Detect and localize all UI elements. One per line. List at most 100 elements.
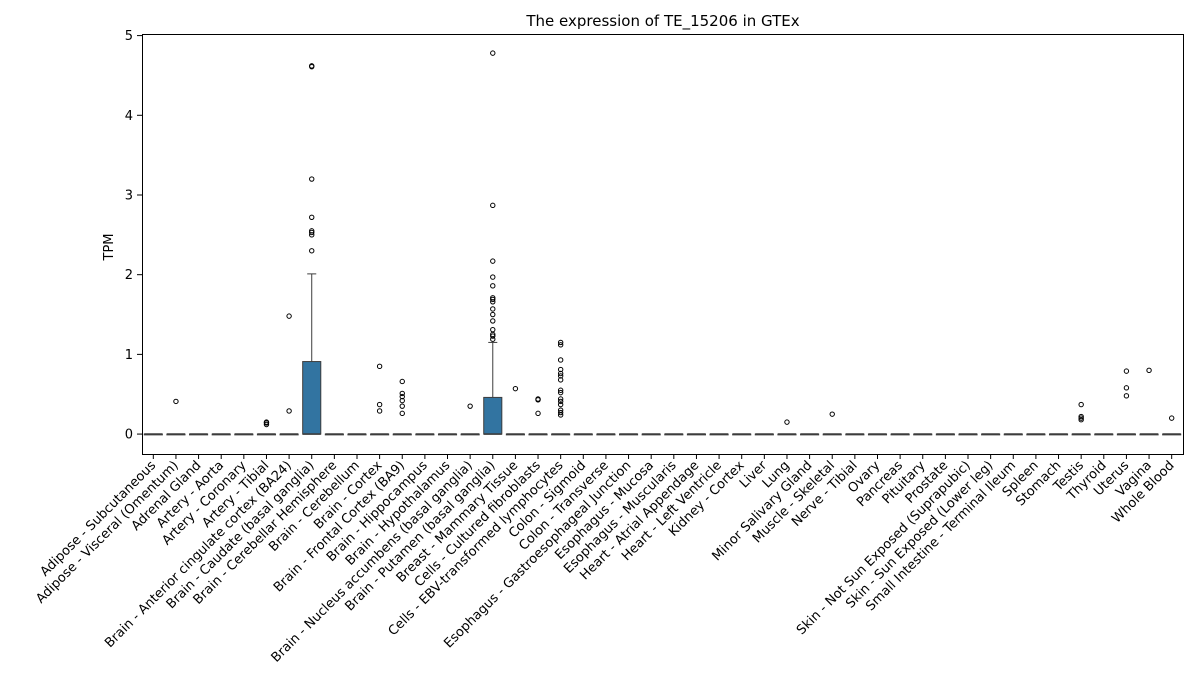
box-group [347, 433, 367, 436]
outlier-point [557, 387, 564, 393]
box-group [619, 433, 639, 436]
box-group [1094, 433, 1114, 436]
outlier-point [1078, 401, 1084, 408]
box [302, 361, 322, 435]
outlier-point [557, 357, 564, 363]
outlier-point [173, 398, 179, 405]
box-group [143, 433, 163, 436]
outlier-point [1146, 367, 1152, 374]
box-group [392, 378, 412, 436]
box-group [528, 396, 548, 436]
box-group [867, 433, 888, 436]
box-group [1048, 433, 1069, 436]
outlier-point [490, 295, 496, 301]
box-group [777, 419, 797, 436]
box-group [279, 313, 299, 436]
outlier-point [535, 396, 541, 402]
outlier-point [490, 283, 496, 289]
chart-title: The expression of TE_15206 in GTEx [525, 12, 799, 31]
outlier-point [557, 373, 564, 379]
box-group [460, 403, 480, 436]
outlier-point [1078, 417, 1084, 423]
y-tick-label: 5 [125, 29, 133, 44]
box-group [234, 433, 254, 436]
outlier-point [490, 306, 496, 312]
box-group [981, 433, 1001, 436]
outlier-point [557, 398, 564, 405]
outlier-point [399, 390, 405, 397]
box-group [483, 50, 503, 435]
box-group [890, 433, 910, 436]
outlier-point [490, 50, 496, 56]
box-group [845, 433, 865, 436]
outlier-point [490, 318, 496, 324]
y-tick-label: 1 [125, 348, 133, 363]
outlier-point [399, 378, 405, 385]
box-group [822, 411, 842, 436]
outlier-point [376, 401, 383, 408]
box-group [437, 433, 458, 436]
box-group [256, 419, 277, 436]
box-group [1139, 367, 1159, 436]
y-tick-label: 3 [125, 188, 133, 203]
outlier-point [1123, 368, 1130, 374]
outlier-point [535, 410, 541, 417]
outlier-point [309, 176, 315, 182]
outlier-point [829, 411, 835, 417]
box-group [324, 433, 344, 436]
box-group [1162, 415, 1182, 436]
outlier-point [399, 393, 405, 400]
box-group [1003, 433, 1023, 436]
box [483, 396, 503, 435]
box-group [800, 433, 820, 436]
outlier-point [490, 333, 496, 339]
box-group [505, 385, 525, 436]
box-group [1026, 433, 1046, 436]
outlier-point [557, 339, 564, 346]
outlier-point [784, 419, 790, 425]
outlier-point [490, 202, 496, 209]
outlier-point [309, 248, 315, 254]
outlier-point [1078, 413, 1084, 420]
outlier-point [1123, 385, 1130, 391]
outlier-point [557, 389, 564, 396]
outlier-point [263, 421, 270, 428]
box-group [754, 433, 774, 436]
y-tick-label: 4 [125, 109, 133, 124]
plot-frame [142, 34, 1184, 455]
box-group [211, 433, 231, 436]
box-group [732, 433, 752, 436]
outlier-point [557, 342, 564, 348]
box-group [1071, 401, 1091, 436]
outlier-point [557, 401, 564, 408]
outlier-point [309, 63, 315, 69]
y-tick-label: 0 [125, 428, 133, 443]
box-group [596, 433, 616, 436]
outlier-point [490, 326, 496, 333]
outlier-point [490, 258, 496, 264]
box-group [370, 363, 390, 436]
outlier-point [490, 274, 496, 280]
outlier-point [490, 311, 496, 318]
box-group [166, 398, 186, 436]
box-group [709, 433, 729, 436]
box-group [551, 339, 571, 436]
box-group [415, 433, 435, 436]
plot-area [143, 50, 1182, 436]
outlier-point [376, 363, 383, 370]
outlier-point [490, 296, 496, 303]
outlier-point [309, 229, 315, 236]
box-group [189, 433, 209, 436]
y-axis-label: TPM [102, 234, 117, 262]
outlier-point [399, 403, 405, 409]
outlier-point [1123, 393, 1130, 399]
box-group [935, 433, 955, 436]
outlier-point [263, 419, 270, 425]
outlier-point [309, 228, 315, 234]
box-group [573, 433, 593, 436]
box-group [686, 433, 706, 436]
box-group [1116, 368, 1136, 436]
outlier-point [512, 385, 519, 392]
